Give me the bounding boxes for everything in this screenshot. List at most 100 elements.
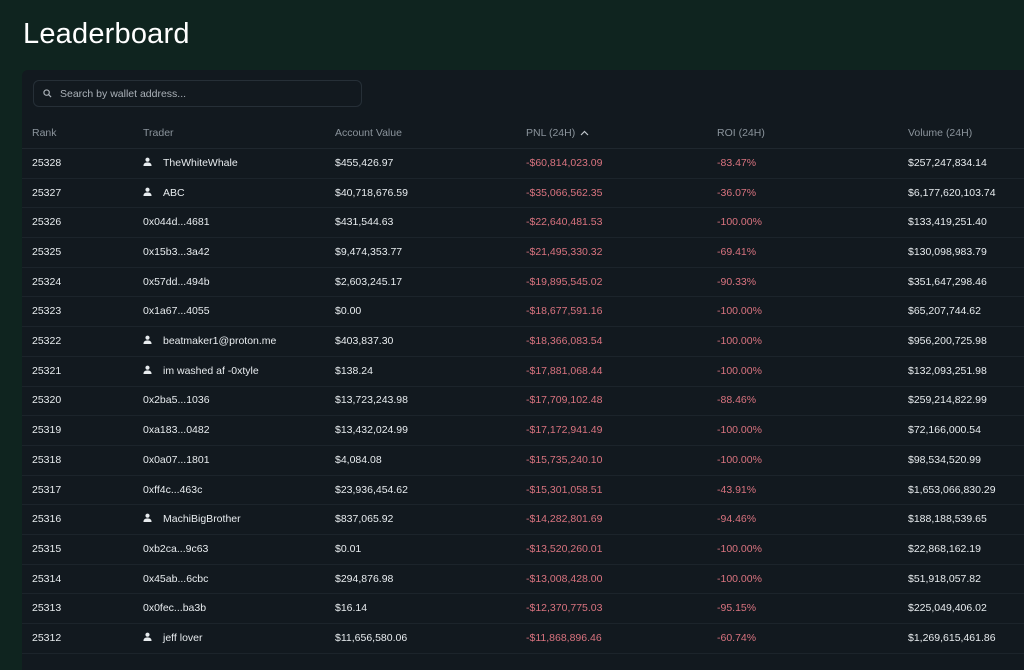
pnl-cell: -$17,172,941.49 (526, 424, 603, 437)
trader-name: 0x57dd...494b (143, 275, 210, 288)
table-row[interactable]: 25328 TheWhiteWhale $455,426.97 -$60,814,02… (22, 148, 1024, 179)
table-row[interactable]: 25320 0x2ba5...1036 $13,723,243.98 -$17,709… (22, 386, 1024, 417)
pnl-cell: -$13,008,428.00 (526, 572, 603, 585)
roi-cell: -100.00% (717, 305, 762, 318)
trader-cell[interactable]: 0x0fec...ba3b (143, 602, 206, 614)
volume-cell: $956,200,725.98 (908, 335, 987, 348)
roi-cell: -83.47% (717, 156, 757, 169)
account-value-cell: $13,723,243.98 (335, 394, 408, 407)
rank-cell: 25321 (32, 364, 62, 377)
account-value-cell: $2,603,245.17 (335, 275, 403, 288)
rank-cell: 25326 (32, 216, 62, 229)
table-row[interactable]: 25326 0x044d...4681 $431,544.63 -$22,640,48… (22, 207, 1024, 239)
pnl-cell: -$11,868,896.46 (526, 632, 602, 645)
rank-cell: 25322 (32, 335, 62, 348)
roi-cell: -90.33% (717, 275, 757, 288)
roi-cell: -60.74% (717, 632, 757, 645)
trader-cell[interactable]: 0x0a07...1801 (143, 454, 210, 466)
account-value-cell: $455,426.97 (335, 156, 394, 169)
table-row[interactable]: 25314 0x45ab...6cbc $294,876.98 -$13,008,42… (22, 564, 1024, 595)
volume-cell: $1,653,066,830.29 (908, 483, 996, 496)
search-box[interactable] (33, 80, 362, 107)
rank-cell: 25312 (32, 632, 62, 645)
trader-cell[interactable]: 0x2ba5...1036 (143, 394, 210, 406)
pnl-cell: -$15,301,058.51 (526, 483, 603, 496)
table-row[interactable]: 25324 0x57dd...494b $2,603,245.17 -$19,895,… (22, 267, 1024, 298)
table-row[interactable]: 25315 0xb2ca...9c63 $0.01 -$13,520,260.01 -1… (22, 534, 1024, 565)
volume-cell: $132,093,251.98 (908, 364, 987, 377)
trader-cell[interactable]: 0x1a67...4055 (143, 305, 210, 317)
table-row[interactable]: 25317 0xff4c...463c $23,936,454.62 -$15,301… (22, 475, 1024, 506)
column-header-rank[interactable]: Rank (32, 126, 57, 139)
user-icon (143, 187, 152, 199)
user-icon (143, 513, 152, 525)
search-input[interactable] (58, 86, 342, 101)
roi-cell: -100.00% (717, 424, 762, 437)
rank-cell: 25319 (32, 424, 62, 437)
table-row[interactable]: 25319 0xa183...0482 $13,432,024.99 -$17,172… (22, 415, 1024, 446)
table-row[interactable]: 25322 beatmaker1@proton.me $403,837.30 -$18… (22, 326, 1024, 357)
page-title: Leaderboard (23, 18, 190, 50)
trader-cell[interactable]: 0xa183...0482 (143, 424, 210, 436)
trader-name: 0x0fec...ba3b (143, 602, 207, 615)
trader-cell[interactable]: MachiBigBrother (143, 513, 241, 525)
rank-cell: 25314 (32, 572, 62, 585)
volume-cell: $225,049,406.02 (908, 602, 987, 615)
pnl-cell: -$15,735,240.10 (526, 453, 603, 466)
table-row[interactable]: 25325 0x15b3...3a42 $9,474,353.77 -$21,495,… (22, 237, 1024, 268)
pnl-cell: -$19,895,545.02 (526, 275, 603, 288)
trader-cell[interactable]: 0xb2ca...9c63 (143, 543, 208, 555)
column-header-roi[interactable]: ROI (24H) (717, 126, 765, 139)
volume-cell: $98,534,520.99 (908, 453, 981, 466)
trader-cell[interactable]: 0x044d...4681 (143, 216, 210, 228)
trader-name: beatmaker1@proton.me (163, 335, 277, 348)
table-row[interactable]: 25316 MachiBigBrother $837,065.92 -$14,282,… (22, 504, 1024, 536)
account-value-cell: $9,474,353.77 (335, 245, 403, 258)
volume-cell: $6,177,620,103.74 (908, 186, 996, 199)
trader-name: 0xa183...0482 (143, 424, 210, 437)
volume-cell: $259,214,822.99 (908, 394, 987, 407)
account-value-cell: $294,876.98 (335, 572, 394, 585)
trader-cell[interactable]: 0x45ab...6cbc (143, 573, 208, 585)
table-row[interactable]: 25323 0x1a67...4055 $0.00 -$18,677,591.16 -1… (22, 297, 1024, 328)
roi-cell: -69.41% (717, 245, 757, 258)
table-row[interactable]: 25318 0x0a07...1801 $4,084.08 -$15,735,240.… (22, 445, 1024, 476)
volume-cell: $65,207,744.62 (908, 305, 981, 318)
trader-cell[interactable]: im washed af -0xtyle (143, 365, 259, 377)
trader-cell[interactable]: 0xff4c...463c (143, 484, 202, 496)
roi-cell: -36.07% (717, 186, 757, 199)
pnl-cell: -$35,066,562.35 (526, 186, 603, 199)
column-header-account-value[interactable]: Account Value (335, 126, 402, 139)
account-value-cell: $11,656,580.06 (335, 632, 408, 645)
pnl-cell: -$17,881,068.44 (526, 364, 603, 377)
column-header-volume[interactable]: Volume (24H) (908, 126, 973, 139)
rank-cell: 25320 (32, 394, 62, 407)
trader-name: 0x15b3...3a42 (143, 245, 210, 258)
column-header-pnl[interactable]: PNL (24H) (526, 127, 589, 139)
rank-cell: 25316 (32, 513, 62, 526)
volume-cell: $1,269,615,461.86 (908, 632, 996, 645)
table-row[interactable]: 25327 ABC $40,718,676.59 -$35,066,562.35 -36… (22, 178, 1024, 209)
trader-cell[interactable]: 0x57dd...494b (143, 276, 210, 288)
account-value-cell: $16.14 (335, 602, 368, 615)
trader-name: im washed af -0xtyle (163, 364, 259, 377)
rank-cell: 25328 (32, 156, 62, 169)
volume-cell: $188,188,539.65 (908, 513, 987, 526)
column-header-trader[interactable]: Trader (143, 126, 174, 139)
table-row[interactable]: 25321 im washed af -0xtyle $138.24 -$17,881… (22, 356, 1024, 387)
table-row[interactable]: 25313 0x0fec...ba3b $16.14 -$12,370,775.03 -… (22, 594, 1024, 625)
trader-cell[interactable]: beatmaker1@proton.me (143, 335, 276, 347)
leaderboard-panel: Rank Trader Account Value PNL (24H) ROI … (22, 70, 1024, 670)
pnl-cell: -$18,366,083.54 (526, 335, 603, 348)
rank-cell: 25327 (32, 186, 62, 199)
trader-cell[interactable]: 0x15b3...3a42 (143, 246, 210, 258)
trader-cell[interactable]: ABC (143, 187, 185, 199)
roi-cell: -88.46% (717, 394, 757, 407)
rank-cell: 25325 (32, 245, 62, 258)
trader-cell[interactable]: TheWhiteWhale (143, 157, 238, 169)
table-row[interactable]: 25312 jeff lover $11,656,580.06 -$11,868,89… (22, 623, 1024, 654)
table-header: Rank Trader Account Value PNL (24H) ROI … (22, 118, 1024, 149)
volume-cell: $72,166,000.54 (908, 424, 981, 437)
trader-cell[interactable]: jeff lover (143, 632, 203, 644)
volume-cell: $51,918,057.82 (908, 572, 981, 585)
